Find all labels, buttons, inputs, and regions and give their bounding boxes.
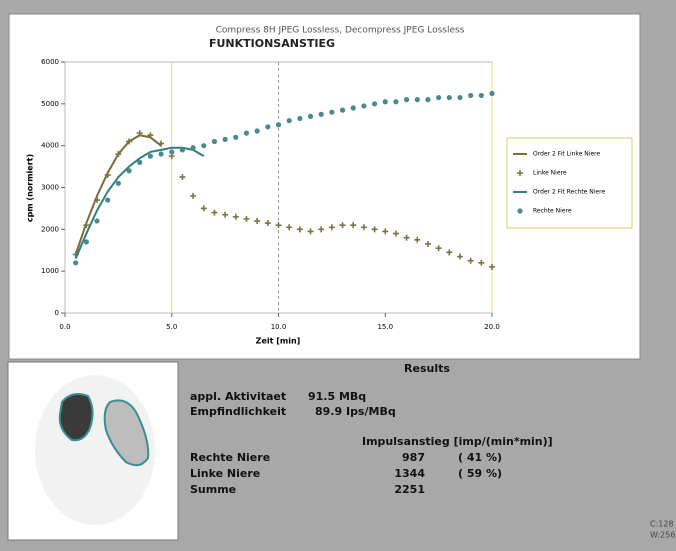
dot-marker: [84, 239, 89, 244]
dot-marker: [223, 137, 228, 142]
dot-marker: [425, 97, 430, 102]
dot-marker: [329, 110, 334, 115]
screen: Compress 8H JPEG Lossless, Decompress JP…: [0, 0, 676, 547]
x-tick-label: 10.0: [271, 323, 287, 331]
column-header: Impulsanstieg [imp/(min*min)]: [362, 435, 553, 448]
x-tick-label: 0.0: [59, 323, 70, 331]
results-cell: ( 41 %): [458, 451, 502, 464]
y-tick-label: 2000: [41, 225, 59, 233]
dot-marker: [297, 116, 302, 121]
dot-marker: [276, 122, 281, 127]
y-tick-label: 5000: [41, 100, 59, 108]
dot-marker: [393, 99, 398, 104]
dot-marker: [201, 143, 206, 148]
results-title: Results: [404, 362, 450, 375]
dot-marker: [319, 112, 324, 117]
x-tick-label: 20.0: [484, 323, 500, 331]
legend-label: Linke Niere: [533, 170, 567, 177]
results-cell: Summe: [190, 483, 236, 496]
corner-c: C:128: [650, 520, 674, 529]
dot-marker: [404, 97, 409, 102]
activity-value: 91.5 MBq: [308, 390, 366, 403]
dot-marker: [180, 147, 185, 152]
results-cell: 1344: [394, 467, 425, 480]
results-cell: ( 59 %): [458, 467, 502, 480]
dot-marker: [436, 95, 441, 100]
corner-w: W:256: [650, 531, 675, 540]
results-cell: 2251: [394, 483, 425, 496]
dot-marker: [137, 160, 142, 165]
dot-marker: [447, 95, 452, 100]
results-cell: Linke Niere: [190, 467, 260, 480]
results-cell: 987: [402, 451, 425, 464]
dot-marker: [255, 128, 260, 133]
sensitivity-value: 89.9 Ips/MBq: [315, 405, 396, 418]
y-tick-label: 3000: [41, 184, 59, 192]
dot-marker: [372, 101, 377, 106]
x-axis-label: Zeit [min]: [256, 337, 301, 346]
chart-subtitle: Compress 8H JPEG Lossless, Decompress JP…: [216, 26, 465, 36]
right-kidney: [60, 394, 93, 440]
y-axis-label: cpm (normiert): [26, 154, 35, 222]
dot-marker: [126, 168, 131, 173]
dot-marker: [340, 108, 345, 113]
dot-marker: [233, 135, 238, 140]
dot-marker: [73, 260, 78, 265]
dot-marker: [361, 103, 366, 108]
sensitivity-label: Empfindlichkeit: [190, 405, 286, 418]
chart-title: FUNKTIONSANSTIEG: [209, 37, 335, 50]
dot-marker: [169, 149, 174, 154]
dot-marker: [287, 118, 292, 123]
dot-marker: [415, 97, 420, 102]
dot-marker: [489, 91, 494, 96]
dot-marker: [479, 93, 484, 98]
dot-marker: [383, 99, 388, 104]
dot-marker: [351, 105, 356, 110]
dot-marker: [158, 151, 163, 156]
activity-label: appl. Aktivitaet: [190, 390, 286, 403]
page: Compress 8H JPEG Lossless, Decompress JP…: [0, 0, 676, 551]
dot-marker: [191, 145, 196, 150]
dot-marker: [105, 197, 110, 202]
y-tick-label: 6000: [41, 58, 59, 66]
legend-label: Order 2 Fit Rechte Niere: [533, 189, 605, 196]
dot-marker: [212, 139, 217, 144]
legend-label: Order 2 Fit Linke Niere: [533, 151, 600, 158]
dot-marker: [94, 218, 99, 223]
results-cell: Rechte Niere: [190, 451, 270, 464]
x-tick-label: 15.0: [377, 323, 393, 331]
y-tick-label: 1000: [41, 267, 59, 275]
dot-marker: [244, 131, 249, 136]
x-tick-label: 5.0: [166, 323, 177, 331]
y-tick-label: 0: [55, 309, 59, 317]
dot-marker: [517, 208, 522, 213]
y-tick-label: 4000: [41, 142, 59, 150]
dot-marker: [468, 93, 473, 98]
dot-marker: [457, 95, 462, 100]
dot-marker: [308, 114, 313, 119]
scan-image: [35, 375, 155, 525]
legend-label: Rechte Niere: [533, 208, 572, 215]
dot-marker: [148, 154, 153, 159]
dot-marker: [265, 124, 270, 129]
dot-marker: [116, 181, 121, 186]
